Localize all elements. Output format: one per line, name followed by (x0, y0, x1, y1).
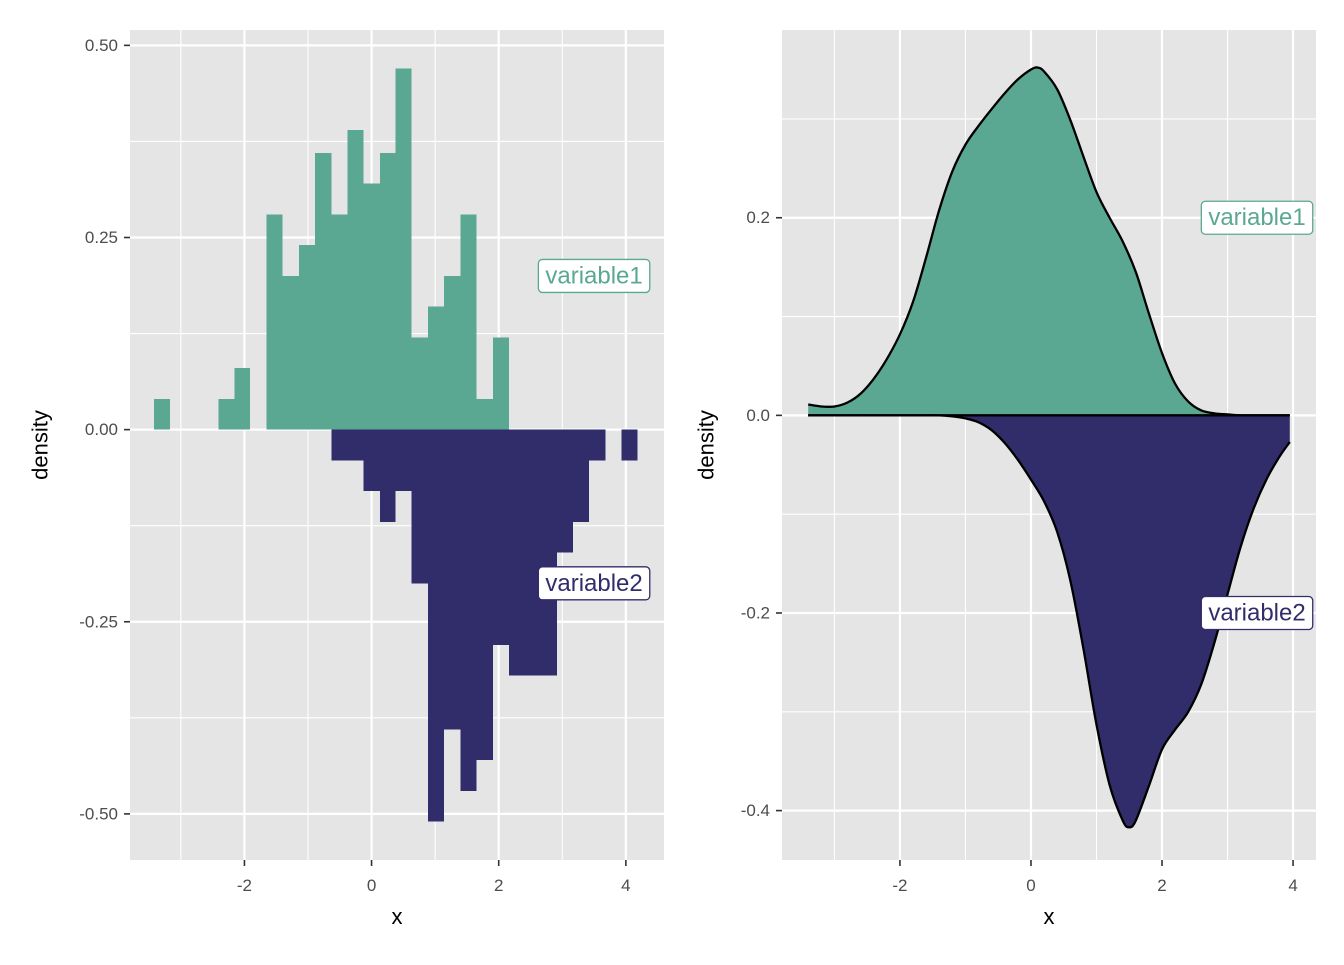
histogram-bar-variable1 (218, 398, 235, 430)
histogram-bar-variable2 (444, 429, 461, 730)
annotation-label: variable2 (1208, 599, 1305, 626)
histogram-bar-variable1 (363, 183, 380, 430)
histogram-bar-variable1 (395, 68, 412, 430)
histogram-bar-variable2 (460, 429, 477, 791)
y-axis-title: density (694, 410, 719, 480)
data-layer: variable1 variable2 (154, 68, 651, 822)
x-tick-label: 0 (1026, 876, 1035, 895)
annotation-label: variable1 (545, 262, 642, 289)
x-tick-label: -2 (892, 876, 907, 895)
y-tick-label: 0.00 (85, 420, 118, 439)
annotation-box (1200, 200, 1314, 235)
histogram-bar-variable2 (588, 429, 606, 461)
x-tick-label: 4 (1288, 876, 1297, 895)
histogram-bar-variable1 (411, 337, 429, 430)
histogram-bar-variable2 (428, 429, 445, 822)
x-axis-title: x (1044, 904, 1055, 929)
y-tick-label: 0.25 (85, 228, 118, 247)
y-tick-label: -0.2 (741, 603, 770, 622)
histogram-bar-variable2 (508, 429, 558, 676)
histogram-bar-variable2 (411, 429, 429, 584)
histogram-bar-variable1 (266, 214, 283, 430)
histogram-bar-variable1 (492, 337, 509, 430)
y-tick-label: -0.4 (741, 801, 770, 820)
y-tick-label: 0.0 (746, 406, 770, 425)
histogram-panel: variable1 variable2 -2 0 2 4 -0.50 -0.25 0.00 0.2… (28, 30, 664, 929)
histogram-bar-variable1 (444, 275, 461, 430)
x-tick-label: 2 (1157, 876, 1166, 895)
histogram-bar-variable1 (460, 214, 477, 430)
x-tick-label: 2 (494, 876, 503, 895)
annotation-box (537, 258, 651, 294)
y-tick-label: 0.2 (746, 208, 770, 227)
annotation-variable2: variable2 (537, 566, 651, 601)
y-tick-label: -0.50 (79, 804, 118, 823)
histogram-bar-variable2 (621, 429, 638, 461)
annotation-variable1: variable1 (537, 258, 651, 294)
density-area-variable1 (808, 67, 1290, 416)
histogram-bar-variable1 (154, 398, 171, 430)
histogram-bar-variable1 (234, 368, 251, 430)
histogram-bar-variable2 (379, 429, 396, 522)
annotation-label: variable2 (545, 570, 642, 597)
y-axis-title: density (28, 410, 53, 480)
histogram-bar-variable1 (347, 129, 364, 430)
annotation-box (1200, 595, 1314, 631)
x-tick-label: 0 (367, 876, 376, 895)
x-tick-label: 4 (621, 876, 630, 895)
histogram-bar-variable2 (331, 429, 364, 461)
density-panel: variable1 variable2 -2 0 2 4 -0.4 -0.2 0.0 0.2 x de… (694, 30, 1316, 929)
histogram-bar-variable1 (428, 306, 445, 430)
annotation-label: variable1 (1208, 204, 1305, 231)
histogram-bar-variable2 (573, 429, 589, 522)
histogram-bar-variable1 (282, 275, 300, 430)
y-tick-label: 0.50 (85, 36, 118, 55)
histogram-bar-variable1 (331, 214, 348, 430)
histogram-bar-variable2 (492, 429, 509, 645)
histogram-bar-variable1 (379, 152, 396, 430)
density-area-variable2 (808, 415, 1290, 828)
histogram-bar-variable2 (476, 429, 493, 761)
histogram-bar-variable2 (557, 429, 574, 553)
histogram-bar-variable1 (299, 245, 315, 430)
x-tick-label: -2 (237, 876, 252, 895)
histogram-bar-variable2 (363, 429, 380, 492)
annotation-box (537, 566, 651, 601)
data-layer: variable1 variable2 (808, 66, 1314, 829)
histogram-bar-variable1 (476, 398, 493, 430)
annotation-variable2: variable2 (1200, 595, 1314, 631)
density-outline-variable1 (808, 66, 1290, 417)
annotation-variable1: variable1 (1200, 200, 1314, 235)
x-axis-title: x (392, 904, 403, 929)
histogram-bar-variable2 (395, 429, 412, 492)
y-tick-label: -0.25 (79, 612, 118, 631)
histogram-bar-variable1 (314, 152, 332, 430)
